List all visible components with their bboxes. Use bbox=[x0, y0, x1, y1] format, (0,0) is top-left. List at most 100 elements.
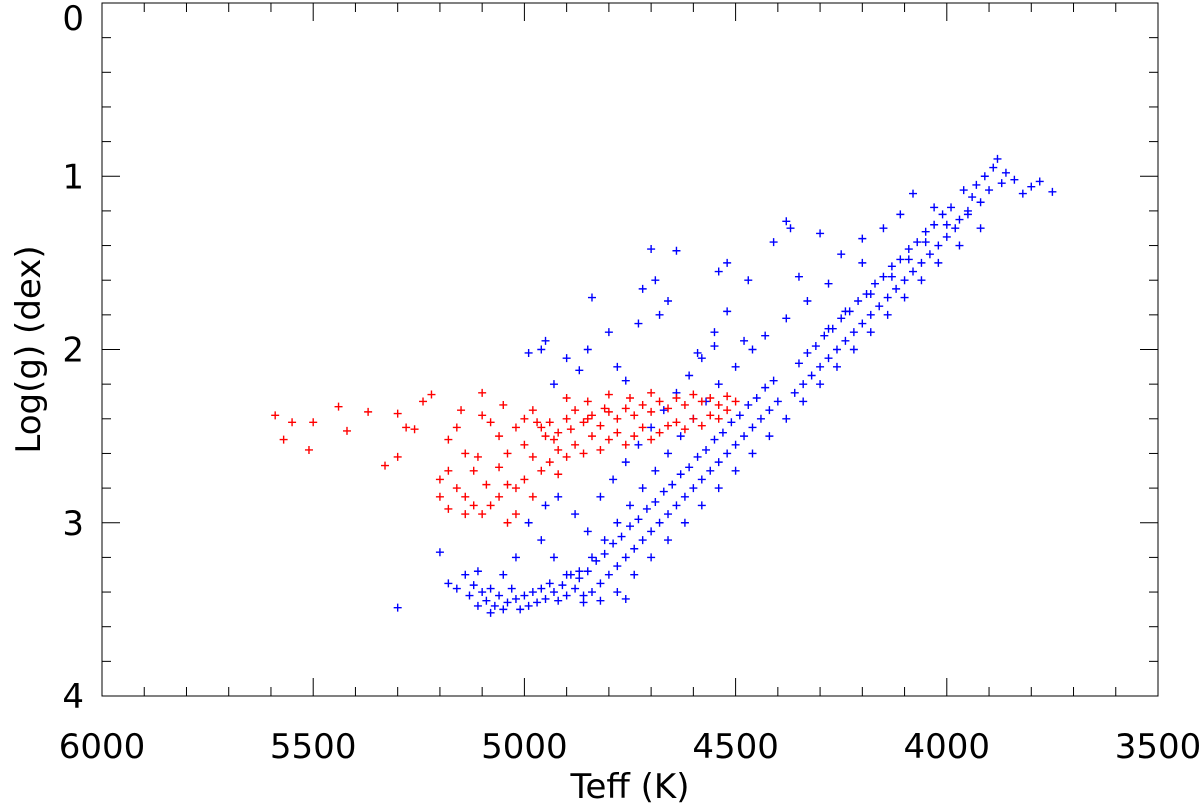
data-layer bbox=[271, 154, 1057, 617]
data-point bbox=[765, 406, 774, 415]
data-point bbox=[461, 570, 470, 579]
data-point bbox=[710, 342, 719, 351]
data-point bbox=[473, 567, 482, 576]
axis-ticks bbox=[101, 2, 1159, 697]
data-point bbox=[587, 588, 596, 597]
data-point bbox=[600, 404, 609, 413]
data-point bbox=[537, 345, 546, 354]
data-point bbox=[676, 470, 685, 479]
data-point bbox=[528, 406, 537, 415]
data-point bbox=[571, 440, 580, 449]
data-point bbox=[630, 411, 639, 420]
data-point bbox=[942, 232, 951, 241]
data-point bbox=[925, 250, 934, 259]
data-point bbox=[571, 406, 580, 415]
data-point bbox=[630, 432, 639, 441]
data-point bbox=[685, 371, 694, 380]
data-point bbox=[887, 262, 896, 271]
data-point bbox=[503, 518, 512, 527]
data-point bbox=[596, 579, 605, 588]
data-point bbox=[541, 336, 550, 345]
data-point bbox=[393, 409, 402, 418]
data-point bbox=[511, 484, 520, 493]
data-point bbox=[803, 348, 812, 357]
data-point bbox=[710, 435, 719, 444]
data-point bbox=[824, 279, 833, 288]
data-point bbox=[541, 594, 550, 603]
data-point bbox=[714, 414, 723, 423]
data-point bbox=[490, 601, 499, 610]
data-point bbox=[693, 452, 702, 461]
data-point bbox=[909, 267, 918, 276]
data-point bbox=[613, 588, 622, 597]
data-point bbox=[549, 380, 558, 389]
data-point bbox=[858, 258, 867, 267]
data-point bbox=[600, 549, 609, 558]
data-point bbox=[985, 186, 994, 195]
data-point bbox=[993, 154, 1002, 163]
data-point bbox=[731, 466, 740, 475]
data-point bbox=[740, 432, 749, 441]
data-point bbox=[503, 449, 512, 458]
data-point bbox=[883, 293, 892, 302]
data-point bbox=[537, 423, 546, 432]
data-point bbox=[486, 418, 495, 427]
x-tick-label: 3500 bbox=[1115, 727, 1200, 767]
data-point bbox=[731, 397, 740, 406]
data-point bbox=[609, 539, 618, 548]
data-point bbox=[634, 440, 643, 449]
data-point bbox=[668, 480, 677, 489]
data-point bbox=[503, 480, 512, 489]
data-point bbox=[469, 581, 478, 590]
data-point bbox=[309, 418, 318, 427]
data-point bbox=[621, 594, 630, 603]
data-point bbox=[596, 492, 605, 501]
data-point bbox=[486, 608, 495, 617]
data-point bbox=[697, 501, 706, 510]
data-point bbox=[816, 380, 825, 389]
data-point bbox=[841, 336, 850, 345]
data-point bbox=[545, 458, 554, 467]
data-point bbox=[520, 414, 529, 423]
data-point bbox=[647, 423, 656, 432]
x-tick-label: 4000 bbox=[904, 727, 991, 767]
data-point bbox=[537, 466, 546, 475]
data-point bbox=[562, 394, 571, 403]
data-point bbox=[832, 345, 841, 354]
data-point bbox=[904, 255, 913, 264]
data-point bbox=[1035, 177, 1044, 186]
data-point bbox=[748, 449, 757, 458]
data-point bbox=[938, 210, 947, 219]
data-point bbox=[723, 449, 732, 458]
data-point bbox=[626, 394, 634, 403]
data-point bbox=[587, 293, 596, 302]
data-point bbox=[511, 423, 520, 432]
data-point bbox=[486, 501, 495, 510]
data-point bbox=[714, 484, 723, 493]
data-point bbox=[461, 492, 470, 501]
data-point bbox=[478, 388, 487, 397]
data-point bbox=[659, 487, 668, 496]
data-point bbox=[596, 596, 605, 605]
data-point bbox=[756, 414, 765, 423]
data-point bbox=[849, 345, 858, 354]
data-point bbox=[613, 428, 622, 437]
data-point bbox=[499, 605, 508, 614]
data-point bbox=[934, 241, 943, 250]
data-point bbox=[816, 229, 825, 238]
data-point bbox=[524, 348, 533, 357]
data-point bbox=[866, 328, 875, 337]
y-tick-label: 3 bbox=[62, 504, 84, 544]
data-point bbox=[630, 570, 639, 579]
data-point bbox=[769, 238, 778, 247]
data-point bbox=[596, 445, 605, 454]
data-point bbox=[621, 553, 630, 562]
data-point bbox=[410, 425, 419, 434]
data-point bbox=[444, 466, 453, 475]
data-point bbox=[452, 584, 461, 593]
y-tick-label: 2 bbox=[62, 331, 84, 371]
data-point bbox=[976, 198, 985, 207]
data-point bbox=[672, 394, 681, 403]
data-point bbox=[511, 510, 520, 519]
data-point bbox=[575, 574, 584, 583]
